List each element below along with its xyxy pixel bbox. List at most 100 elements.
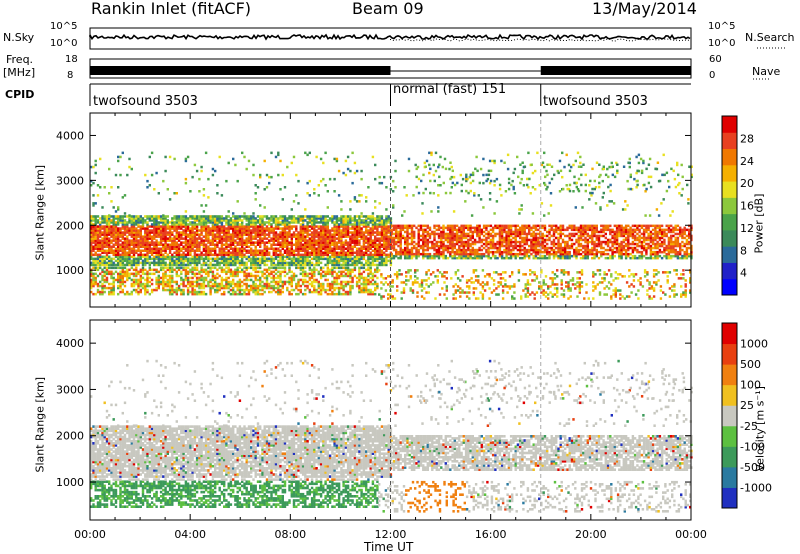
power-cell: [207, 233, 210, 236]
power-cell: [344, 225, 348, 228]
power-cell: [310, 235, 314, 238]
power-cell: [171, 284, 174, 288]
power-cell: [132, 249, 136, 252]
power-cell: [182, 217, 185, 220]
power-cell: [274, 235, 278, 238]
power-cell: [177, 221, 181, 224]
power-cell: [385, 255, 388, 259]
power-cell: [139, 235, 142, 238]
power-cell: [299, 227, 302, 230]
power-cell: [184, 263, 188, 267]
power-cell: [105, 257, 109, 261]
power-cell: [245, 215, 248, 218]
power-cell: [297, 237, 300, 240]
power-cell: [238, 251, 242, 254]
power-cell: [317, 261, 320, 265]
power-cell: [319, 225, 323, 228]
power-cell: [519, 226, 522, 230]
power-cell: [380, 253, 384, 257]
power-cell: [319, 233, 323, 236]
power-cell: [272, 215, 275, 218]
power-cell: [162, 233, 165, 236]
power-cell: [252, 257, 255, 261]
power-cell: [351, 227, 354, 230]
power-cell: [214, 229, 217, 232]
power-cell: [609, 224, 612, 228]
power-cell: [238, 217, 242, 220]
power-cell: [277, 259, 280, 263]
power-cell: [380, 231, 384, 234]
power-cell: [331, 263, 334, 267]
power-cell: [385, 225, 388, 228]
power-cell: [606, 252, 610, 256]
power-cell: [92, 249, 95, 252]
power-cell: [123, 245, 127, 248]
power-cell: [337, 259, 341, 263]
power-cell: [428, 252, 432, 256]
power-cell: [268, 217, 271, 220]
power-cell: [186, 233, 190, 236]
power-cell: [358, 223, 361, 226]
power-cell: [419, 224, 423, 228]
power-cell: [168, 274, 172, 278]
power-cell: [358, 217, 361, 220]
power-cell: [367, 221, 370, 224]
power-cell: [180, 233, 183, 236]
power-cell: [139, 233, 142, 236]
power-cell: [390, 228, 393, 232]
cpid-segment-1: twofsound 3503: [93, 94, 198, 109]
power-cell: [259, 237, 262, 240]
power-cell: [184, 247, 188, 250]
power-cell: [390, 224, 393, 228]
power-cell: [254, 241, 257, 244]
power-cell: [159, 253, 163, 257]
power-cell: [177, 255, 181, 259]
power-cell: [326, 263, 329, 267]
power-cell: [654, 224, 657, 228]
power-cell: [114, 217, 118, 220]
power-cell: [191, 221, 194, 224]
power-cell: [247, 221, 251, 224]
power-cell: [399, 242, 402, 246]
power-cell: [322, 241, 325, 244]
power-cell: [202, 217, 206, 220]
power-cell: [340, 235, 343, 238]
power-cell: [137, 223, 140, 226]
power-cell: [225, 235, 228, 238]
power-cell: [252, 237, 255, 240]
power-cell: [346, 219, 350, 222]
power-cell: [399, 226, 402, 230]
power-cell: [108, 290, 111, 294]
power-cell: [101, 245, 104, 248]
power-cell: [362, 225, 366, 228]
power-cell: [202, 243, 206, 246]
power-cell: [252, 261, 255, 265]
power-cell: [365, 225, 368, 228]
power-cell: [408, 236, 411, 240]
power-cell: [383, 251, 386, 254]
power-cell: [137, 231, 140, 234]
power-cell: [245, 219, 248, 222]
cpid-label: CPID: [5, 88, 35, 101]
power-cell: [252, 241, 255, 244]
power-cell: [281, 245, 284, 248]
power-cell: [232, 229, 235, 232]
power-cell: [132, 272, 136, 276]
power-cell: [306, 257, 309, 261]
power-cell: [277, 261, 280, 265]
power-cell: [380, 245, 384, 248]
power-cell: [214, 263, 217, 267]
power-cell: [92, 229, 95, 232]
power-cell: [378, 241, 381, 244]
power-cell: [191, 241, 194, 244]
power-cell: [207, 235, 210, 238]
power-cell: [611, 228, 614, 232]
power-cell: [130, 227, 133, 230]
power-cell: [283, 263, 287, 267]
power-cell: [326, 257, 329, 261]
power-cell: [225, 219, 228, 222]
power-cell: [491, 234, 495, 238]
power-cell: [123, 233, 127, 236]
power-cell: [256, 225, 260, 228]
power-cell: [250, 221, 253, 224]
